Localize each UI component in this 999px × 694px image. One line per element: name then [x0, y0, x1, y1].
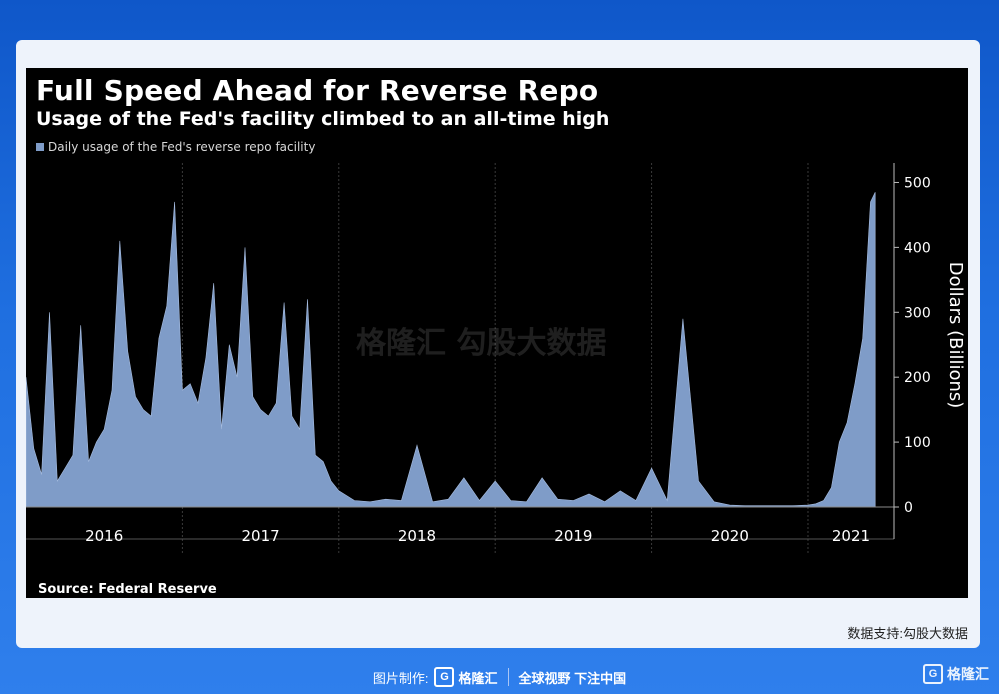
legend-swatch: [36, 143, 44, 151]
x-tick-label: 2016: [85, 527, 123, 545]
chart-panel: 0 100 200 300 400 500 Dollars (Billions) 2016 20…: [26, 68, 968, 598]
footer-made-by: 图片制作:: [372, 670, 429, 686]
x-tick-label: 2017: [242, 527, 280, 545]
y-tick-label: 100: [904, 435, 931, 451]
y-axis-label: Dollars (Billions): [945, 262, 966, 409]
series-area: [26, 192, 876, 508]
chart-svg: 0 100 200 300 400 500 Dollars (Billions) 2016 20…: [26, 163, 966, 553]
gelonghui-logo-icon: G: [434, 667, 455, 687]
watermark-text: 格隆汇 勾股大数据: [356, 326, 606, 361]
corner-logo: G 格隆汇: [923, 664, 989, 684]
chart-legend: Daily usage of the Fed's reverse repo fa…: [36, 140, 315, 154]
footer-slogan: 全球视野 下注中国: [518, 670, 627, 686]
chart-card: 0 100 200 300 400 500 Dollars (Billions) 2016 20…: [16, 40, 980, 648]
y-tick-label: 400: [904, 240, 931, 256]
footer-logo: G 格隆汇: [434, 667, 498, 687]
y-tick-label: 300: [904, 305, 931, 321]
x-tick-label: 2021: [832, 527, 870, 545]
chart-source: Source: Federal Reserve: [38, 582, 217, 597]
y-tick-label: 500: [904, 175, 931, 191]
x-tick-label: 2018: [398, 527, 436, 545]
x-tick-label: 2019: [554, 527, 592, 545]
x-tick-label: 2020: [711, 527, 749, 545]
data-credit: 数据支持:勾股大数据: [847, 626, 968, 641]
y-tick-label: 0: [904, 500, 913, 516]
chart-title: Full Speed Ahead for Reverse Repo: [36, 74, 599, 107]
chart-subtitle: Usage of the Fed's facility climbed to a…: [36, 108, 610, 130]
footer-logo-text: 格隆汇: [458, 670, 498, 686]
legend-label: Daily usage of the Fed's reverse repo fa…: [48, 140, 316, 154]
footer-divider: [507, 668, 509, 686]
footer-bar: 图片制作: G 格隆汇 全球视野 下注中国: [0, 660, 999, 694]
corner-logo-text: 格隆汇: [947, 666, 989, 682]
corner-logo-icon: G: [923, 664, 943, 684]
y-tick-label: 200: [904, 370, 931, 386]
